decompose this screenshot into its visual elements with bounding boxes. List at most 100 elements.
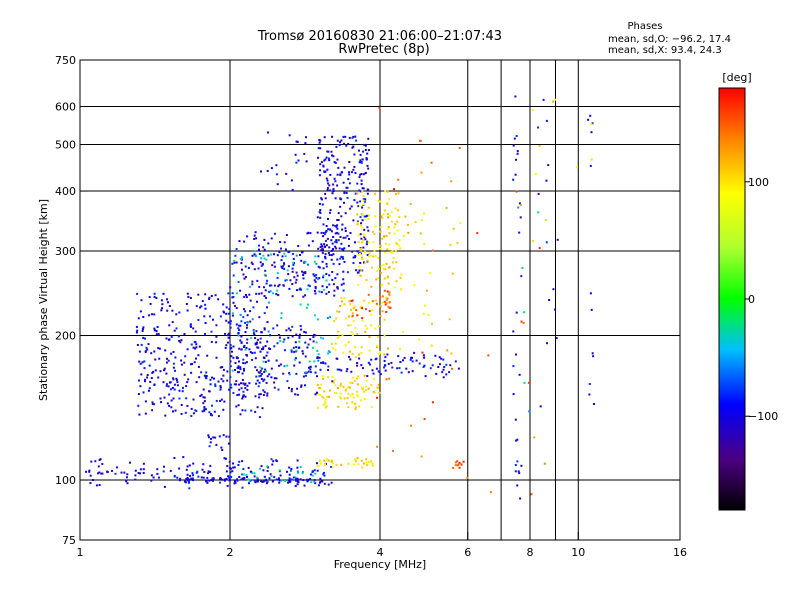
- data-point: [255, 255, 258, 258]
- data-point: [280, 479, 283, 482]
- data-point: [263, 273, 266, 276]
- data-point: [215, 324, 218, 327]
- data-point: [337, 387, 339, 389]
- data-point: [334, 240, 337, 243]
- data-point: [246, 388, 249, 391]
- data-point: [391, 251, 393, 254]
- data-point: [438, 356, 441, 359]
- data-point: [316, 375, 318, 378]
- data-point: [342, 270, 345, 273]
- data-point: [142, 462, 145, 465]
- data-point: [224, 478, 227, 481]
- data-point: [359, 306, 362, 309]
- y-tick-label: 400: [55, 185, 76, 198]
- data-point: [227, 292, 230, 295]
- data-point: [232, 274, 235, 277]
- data-point: [335, 241, 338, 244]
- data-point: [278, 481, 281, 484]
- data-point: [228, 435, 231, 438]
- data-point: [292, 263, 295, 266]
- data-point: [380, 284, 383, 287]
- data-point: [332, 262, 335, 265]
- data-point: [243, 277, 246, 280]
- data-point: [250, 409, 253, 412]
- data-point: [332, 253, 335, 256]
- data-point: [237, 366, 240, 369]
- data-point: [396, 220, 399, 223]
- data-point: [263, 248, 266, 251]
- data-point: [366, 241, 369, 243]
- data-point: [332, 224, 335, 227]
- data-point: [171, 386, 174, 389]
- data-point: [317, 406, 319, 409]
- data-point: [343, 142, 345, 145]
- data-point: [340, 242, 343, 245]
- data-point: [275, 173, 278, 176]
- data-point: [355, 269, 358, 272]
- data-point: [527, 381, 530, 384]
- data-point: [340, 139, 343, 142]
- data-point: [348, 182, 351, 185]
- data-point: [303, 484, 306, 487]
- data-point: [394, 250, 397, 253]
- data-point: [264, 345, 267, 347]
- data-point: [230, 386, 233, 389]
- data-point: [219, 388, 222, 391]
- grid-lines: [80, 60, 680, 540]
- data-point: [322, 232, 325, 234]
- data-point: [219, 400, 222, 402]
- data-point: [334, 392, 337, 394]
- data-point: [322, 235, 324, 238]
- data-point: [394, 223, 397, 226]
- data-point: [101, 472, 104, 475]
- data-point: [301, 251, 304, 254]
- data-point: [522, 322, 525, 324]
- data-point: [243, 344, 246, 347]
- data-point: [425, 289, 428, 292]
- data-point: [386, 248, 389, 251]
- data-point: [318, 138, 321, 141]
- data-point: [366, 226, 369, 229]
- data-point: [287, 481, 289, 484]
- data-point: [197, 319, 200, 321]
- data-point: [532, 239, 534, 242]
- data-point: [336, 231, 339, 234]
- data-point: [161, 307, 163, 310]
- data-point: [297, 346, 300, 349]
- data-point: [385, 242, 387, 245]
- data-point: [352, 145, 355, 148]
- data-point: [172, 410, 174, 413]
- data-point: [261, 367, 264, 370]
- data-point: [253, 333, 256, 336]
- data-point: [344, 227, 347, 230]
- data-point: [312, 273, 315, 276]
- data-point: [229, 360, 232, 363]
- data-point: [262, 246, 265, 249]
- data-point: [208, 471, 211, 473]
- data-point: [422, 312, 425, 315]
- data-point: [238, 347, 241, 350]
- data-point: [339, 392, 342, 395]
- data-point: [251, 472, 254, 475]
- data-point: [431, 249, 434, 252]
- data-point: [231, 470, 234, 473]
- data-point: [254, 337, 257, 340]
- data-point: [276, 324, 279, 327]
- data-point: [203, 374, 206, 377]
- data-point: [193, 340, 196, 343]
- data-point: [322, 337, 325, 340]
- data-point: [325, 279, 328, 282]
- data-point: [407, 231, 410, 234]
- data-point: [399, 347, 401, 350]
- data-point: [153, 329, 156, 332]
- data-point: [215, 399, 218, 402]
- data-point: [591, 352, 594, 355]
- data-point: [321, 285, 324, 288]
- data-point: [173, 329, 176, 332]
- data-point: [258, 285, 261, 288]
- data-point: [256, 379, 259, 382]
- data-point: [313, 314, 316, 317]
- data-point: [301, 350, 304, 353]
- data-point: [329, 315, 332, 318]
- data-point: [512, 393, 515, 396]
